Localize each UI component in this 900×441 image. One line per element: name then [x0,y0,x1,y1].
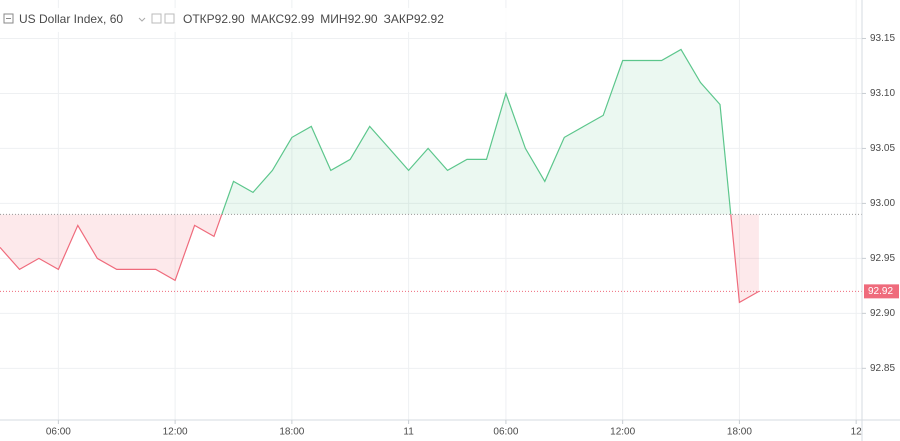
y-tick-label: 92.95 [870,253,895,264]
y-tick-label: 92.85 [870,363,895,374]
ohlc-label: ОТКР [183,12,215,26]
settings-icon[interactable] [151,13,162,24]
legend-bg [0,8,600,32]
dropdown-icon[interactable] [138,17,146,22]
ohlc-value: 92.90 [348,12,378,26]
chart-title: US Dollar Index, 60 [19,12,123,26]
x-tick-label: 11 [403,427,414,438]
line-down [0,214,760,304]
y-tick-label: 93.05 [870,143,895,154]
x-tick-label: 12 [851,427,863,438]
x-tick-label: 18:00 [279,427,304,438]
x-tick-label: 06:00 [493,427,518,438]
ohlc-value: 92.92 [414,12,444,26]
area-down [0,214,759,303]
last-price-label: 92.92 [868,286,893,297]
area-up [221,49,731,215]
ohlc-value: 92.99 [284,12,314,26]
ohlc-label: МИН [320,12,347,26]
y-tick-label: 93.10 [870,88,895,99]
ohlc-label: МАКС [251,12,285,26]
x-tick-label: 12:00 [610,427,635,438]
x-tick-label: 06:00 [46,427,71,438]
x-tick-label: 12:00 [163,427,188,438]
close-icon[interactable] [164,13,175,24]
y-tick-label: 93.15 [870,33,895,44]
collapse-icon[interactable] [3,13,14,24]
ohlc-label: ЗАКР [384,12,414,26]
ohlc-value: 92.90 [215,12,245,26]
last-price-badge [864,284,899,299]
grid [0,0,862,420]
axes: 92.85 92.90 92.95 93.00 93.05 93.10 93.15 06:00… [46,33,899,438]
y-tick-label: 92.90 [870,308,895,319]
ohlc-legend: ОТКР 92.90 МАКС 92.99 МИН 92.90 ЗАКР 92.92 [183,12,444,26]
line-up [221,48,732,215]
y-tick-label: 93.00 [870,198,895,209]
x-tick-label: 18:00 [727,427,752,438]
plot [0,48,862,304]
